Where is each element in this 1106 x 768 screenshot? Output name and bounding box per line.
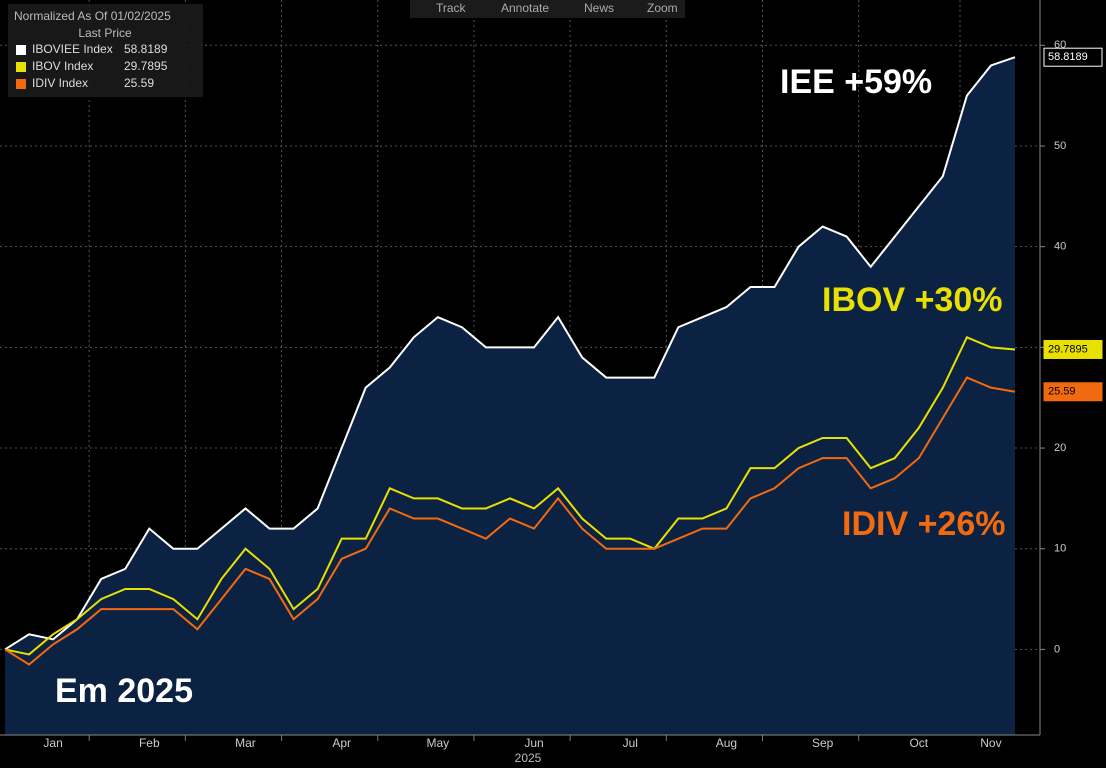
line xyxy=(4,376,1016,666)
last-price-box xyxy=(1043,339,1103,359)
x-tick-label: Sep xyxy=(812,736,834,750)
legend-value: 25.59 xyxy=(124,76,154,90)
toolbar-button[interactable]: Zoom xyxy=(647,1,678,15)
legend-swatch xyxy=(16,45,26,55)
area xyxy=(5,57,1015,735)
legend-subtitle: Last Price xyxy=(78,26,132,40)
last-price-label: 25.59 xyxy=(1048,386,1076,398)
y-tick-label: 50 xyxy=(1054,140,1066,152)
x-tick-label: Feb xyxy=(139,736,160,750)
x-tick-label: Mar xyxy=(235,736,256,750)
legend-value: 58.8189 xyxy=(124,42,168,56)
x-tick-label: Jul xyxy=(623,736,638,750)
legend-label: IBOVIEE Index xyxy=(32,42,113,56)
legend-swatch xyxy=(16,62,26,72)
x-tick-label: Oct xyxy=(909,736,928,750)
legend-swatch xyxy=(16,79,26,89)
legend-box xyxy=(8,4,203,97)
legend-label: IDIV Index xyxy=(32,76,88,90)
annotation: IDIV +26% xyxy=(842,505,1005,543)
toolbar-button[interactable]: Track xyxy=(436,1,467,15)
legend-value: 29.7895 xyxy=(124,59,168,73)
y-tick-label: 40 xyxy=(1054,241,1066,253)
y-tick-label: 0 xyxy=(1054,643,1060,655)
x-axis-label: 2025 xyxy=(515,751,542,765)
y-tick-label: 10 xyxy=(1054,543,1066,555)
toolbar xyxy=(410,0,685,18)
last-price-label: 29.7895 xyxy=(1048,343,1088,355)
x-tick-label: Apr xyxy=(332,736,351,750)
x-tick-label: Nov xyxy=(980,736,1001,750)
toolbar-button[interactable]: Annotate xyxy=(501,1,549,15)
annotation: IBOV +30% xyxy=(822,281,1002,319)
annotation: Em 2025 xyxy=(55,672,193,710)
line xyxy=(4,336,1016,656)
legend-label: IBOV Index xyxy=(32,59,93,73)
plot xyxy=(0,0,1040,741)
last-price-box xyxy=(1043,47,1103,67)
x-tick-label: May xyxy=(427,736,450,750)
toolbar-button[interactable]: News xyxy=(584,1,614,15)
legend-title: Normalized As Of 01/02/2025 xyxy=(14,9,171,23)
y-tick-label: 20 xyxy=(1054,442,1066,454)
last-price-box xyxy=(1043,382,1103,402)
x-tick-label: Aug xyxy=(716,736,737,750)
annotation: IEE +59% xyxy=(780,63,932,101)
line xyxy=(4,56,1016,651)
x-tick-label: Jan xyxy=(43,736,62,750)
last-price-label: 58.8189 xyxy=(1048,51,1088,63)
x-tick-label: Jun xyxy=(524,736,543,750)
